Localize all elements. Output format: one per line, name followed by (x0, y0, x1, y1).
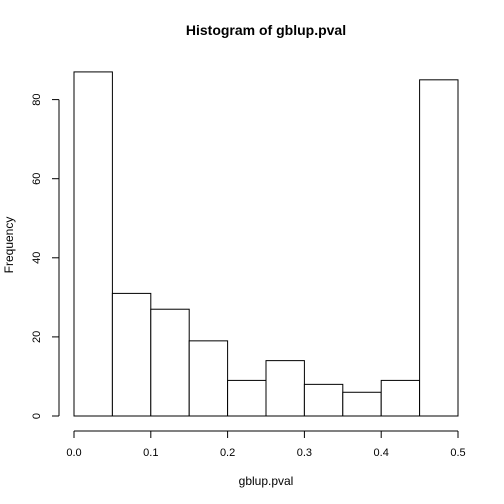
y-tick-label-0: 0 (31, 413, 43, 419)
histogram-bar-3 (188, 340, 229, 417)
x-axis: 0.0 0.1 0.2 0.3 0.4 0.5 (66, 430, 466, 459)
y-axis-label: Frequency (2, 217, 16, 274)
histogram-bar-0 (73, 71, 113, 417)
x-tick-label-5: 0.5 (450, 447, 465, 459)
histogram-bar-7 (342, 391, 382, 417)
x-tick-label-3: 0.3 (297, 447, 312, 459)
y-axis: 0 20 40 60 80 (31, 93, 60, 419)
histogram-bar-9 (419, 79, 459, 417)
y-tick-label-4: 80 (31, 93, 43, 105)
y-tick-label-3: 60 (31, 173, 43, 185)
histogram-bar-1 (111, 292, 152, 417)
y-tick-label-2: 40 (31, 252, 43, 264)
histogram-bar-8 (380, 379, 421, 417)
x-tick-label-0: 0.0 (66, 447, 81, 459)
x-tick-label-1: 0.1 (143, 447, 158, 459)
x-axis-label: gblup.pval (239, 474, 294, 488)
histogram-bar-5 (265, 360, 305, 417)
x-tick-label-2: 0.2 (220, 447, 235, 459)
chart-title: Histogram of gblup.pval (186, 22, 346, 38)
histogram-bar-4 (227, 379, 267, 417)
histogram-bar-2 (150, 308, 190, 417)
y-tick-label-1: 20 (31, 331, 43, 343)
histogram-bar-6 (303, 383, 344, 417)
x-tick-label-4: 0.4 (374, 447, 389, 459)
bars-group (73, 71, 459, 417)
